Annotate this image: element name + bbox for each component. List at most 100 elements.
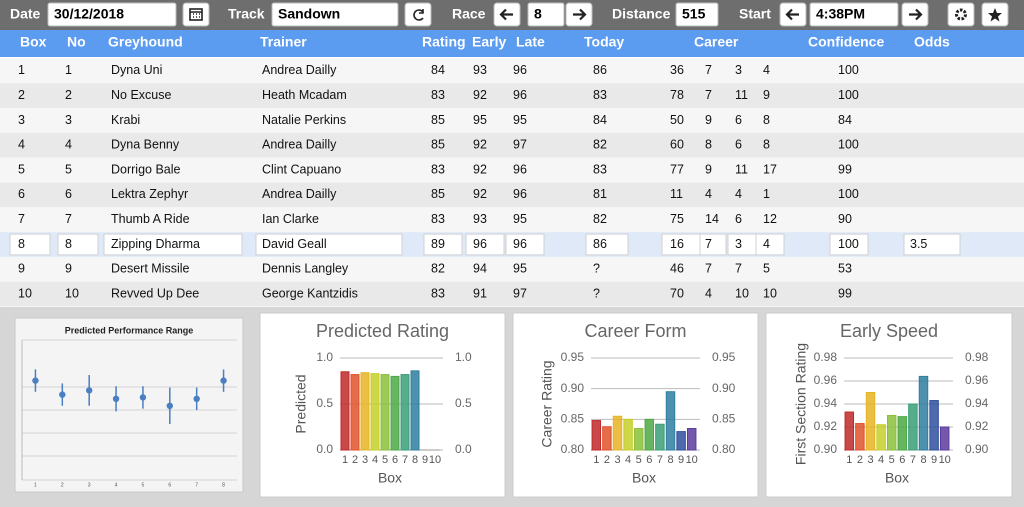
table-row[interactable] [0,256,1024,282]
table-row[interactable] [0,83,1024,109]
bar [665,391,676,451]
table-cell: 92 [473,88,487,102]
column-header: Greyhound [108,34,183,50]
bar [865,392,876,451]
toolbar-label: Track [228,6,265,22]
y2-tick-label: 0.90 [712,381,736,395]
y2-tick-label: 0.90 [965,442,989,456]
table-row[interactable] [0,108,1024,133]
table-row[interactable] [0,182,1024,208]
cell-input[interactable] [465,233,505,256]
table-cell: 8 [763,113,770,127]
bar [908,403,918,451]
left-arrow [499,8,513,21]
cell-input[interactable] [423,233,463,256]
bar [360,372,370,451]
bar [623,418,633,451]
table-cell: 84 [431,63,445,77]
bar [844,411,855,451]
bar [644,418,655,451]
table-cell: 83 [431,88,445,102]
settings-button[interactable] [947,2,975,27]
toolbar-input[interactable] [675,2,719,27]
x-tick-label: 1 [846,454,852,466]
x-tick-label: 6 [899,454,905,466]
point [85,387,93,394]
y-tick-label: 0.95 [561,350,585,364]
column-header: Odds [914,34,950,50]
table-cell: 1 [18,63,25,77]
table-cell: 83 [593,88,607,102]
cell-input[interactable] [699,233,727,256]
cell-input[interactable] [829,233,869,256]
calendar-icon [190,11,202,18]
table-cell: 53 [838,262,852,276]
cell-input[interactable] [103,233,243,256]
y2-tick-label: 1.0 [455,350,472,364]
table-cell: 50 [670,113,684,127]
cell-input[interactable] [57,233,99,256]
table-cell: 97 [513,138,527,152]
right-arrow [573,8,587,21]
cell-input[interactable] [255,233,403,256]
table-row[interactable] [0,207,1024,233]
table-cell: 10 [65,286,79,300]
gear-icon [955,8,967,21]
x-tick-label: 8 [412,454,418,466]
table-cell: 11 [670,187,683,201]
y-tick-label: 0.80 [561,442,585,456]
y-tick-label: 0.0 [316,442,333,456]
table-cell: 9 [65,262,72,276]
refresh-button[interactable] [404,2,432,27]
table-cell: 82 [431,262,445,276]
bar [340,371,350,451]
cell-input[interactable] [585,233,629,256]
column-header: Box [20,34,47,50]
table-cell: 96 [513,187,527,201]
table-cell: Andrea Dailly [262,63,337,77]
cell-input[interactable] [903,233,961,256]
toolbar-input[interactable] [809,2,899,27]
y-tick-label: 0.85 [561,412,585,426]
x-tick-label: 8 [667,454,673,466]
x-tick-label: 3 [88,482,91,488]
bar [929,400,939,451]
table-cell: 4 [705,187,712,201]
cell-input[interactable] [505,233,545,256]
toolbar-input[interactable] [47,2,177,27]
bar [633,428,644,451]
table-cell: 1 [65,63,72,77]
table-cell: 7 [65,212,72,226]
table-row[interactable] [0,58,1024,84]
table-cell: 6 [65,187,72,201]
chart-card [14,317,244,493]
cell-input[interactable] [727,233,757,256]
y-tick-label: 0.5 [316,396,333,410]
table-cell: 77 [670,162,684,176]
cell-input[interactable] [755,233,785,256]
bar [410,370,420,451]
table-row[interactable] [0,281,1024,307]
table-cell: 86 [593,237,607,251]
toolbar-label: Date [10,6,41,22]
icons [189,8,967,21]
table-cell: 5 [18,162,25,176]
column-header: Late [516,34,545,50]
bar [390,375,400,451]
toolbar-input[interactable] [527,2,565,27]
table-cell: 3 [65,113,72,127]
toolbar-input[interactable] [271,2,399,27]
table-cell: 5 [65,162,72,176]
table-row[interactable] [0,132,1024,158]
cell-input[interactable] [9,233,51,256]
table-row[interactable] [0,157,1024,183]
x-tick-label: 5 [142,482,145,488]
x-tick-label: 8 [222,482,225,488]
table-header [0,30,1024,57]
table-cell: Andrea Dailly [262,187,337,201]
table-cell: 93 [473,212,487,226]
x-tick-label: 4 [625,454,631,466]
table-cell: 85 [431,113,445,127]
table-cell: 7 [705,63,712,77]
y2-tick-label: 0.92 [965,419,989,433]
